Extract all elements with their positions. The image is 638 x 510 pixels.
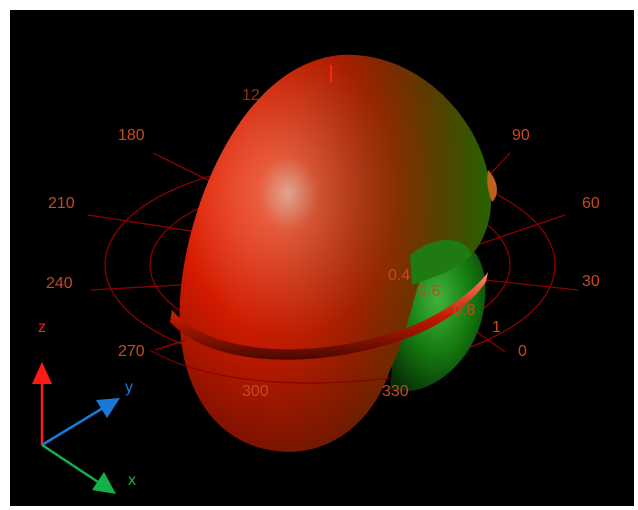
- angle-label-60: 60: [582, 195, 600, 212]
- radial-label-0-4: 0.4: [388, 267, 410, 284]
- angle-labels: 180 12 90 210 60 240 30 270 0 300 330: [46, 87, 600, 400]
- radial-label-0-8: 0.8: [453, 302, 475, 319]
- axis-z-label: z: [38, 319, 46, 336]
- angle-label-300: 300: [242, 383, 269, 400]
- angle-label-150-partial: 12: [242, 87, 260, 104]
- radial-label-0-6: 0.6: [418, 283, 440, 300]
- axis-x-line: [41, 443, 99, 484]
- 3d-radiation-pattern-view[interactable]: 180 12 90 210 60 240 30 270 0 300 330 0.…: [10, 10, 634, 506]
- axis-y-arrow: [96, 398, 120, 418]
- radial-labels: 0.4 0.6 0.8 1: [388, 267, 501, 336]
- axis-x-label: x: [128, 472, 136, 489]
- angle-label-240: 240: [46, 275, 73, 292]
- axis-y-label: y: [125, 379, 133, 396]
- angle-label-210: 210: [48, 195, 75, 212]
- angle-label-0: 0: [518, 343, 527, 360]
- lobe-inner-hole: [410, 240, 472, 285]
- angle-label-330: 330: [382, 383, 409, 400]
- angle-label-90: 90: [512, 127, 530, 144]
- angle-label-270: 270: [118, 343, 145, 360]
- axis-z-arrow: [32, 362, 52, 384]
- scene: 180 12 90 210 60 240 30 270 0 300 330 0.…: [32, 54, 600, 494]
- axis-y-line: [41, 406, 104, 447]
- radial-label-1: 1: [492, 319, 501, 336]
- angle-label-30: 30: [582, 273, 600, 290]
- angle-label-180: 180: [118, 127, 145, 144]
- lobe-front-red: [170, 54, 497, 452]
- axis-x-arrow: [92, 472, 116, 494]
- axis-triad: z y x: [32, 319, 136, 494]
